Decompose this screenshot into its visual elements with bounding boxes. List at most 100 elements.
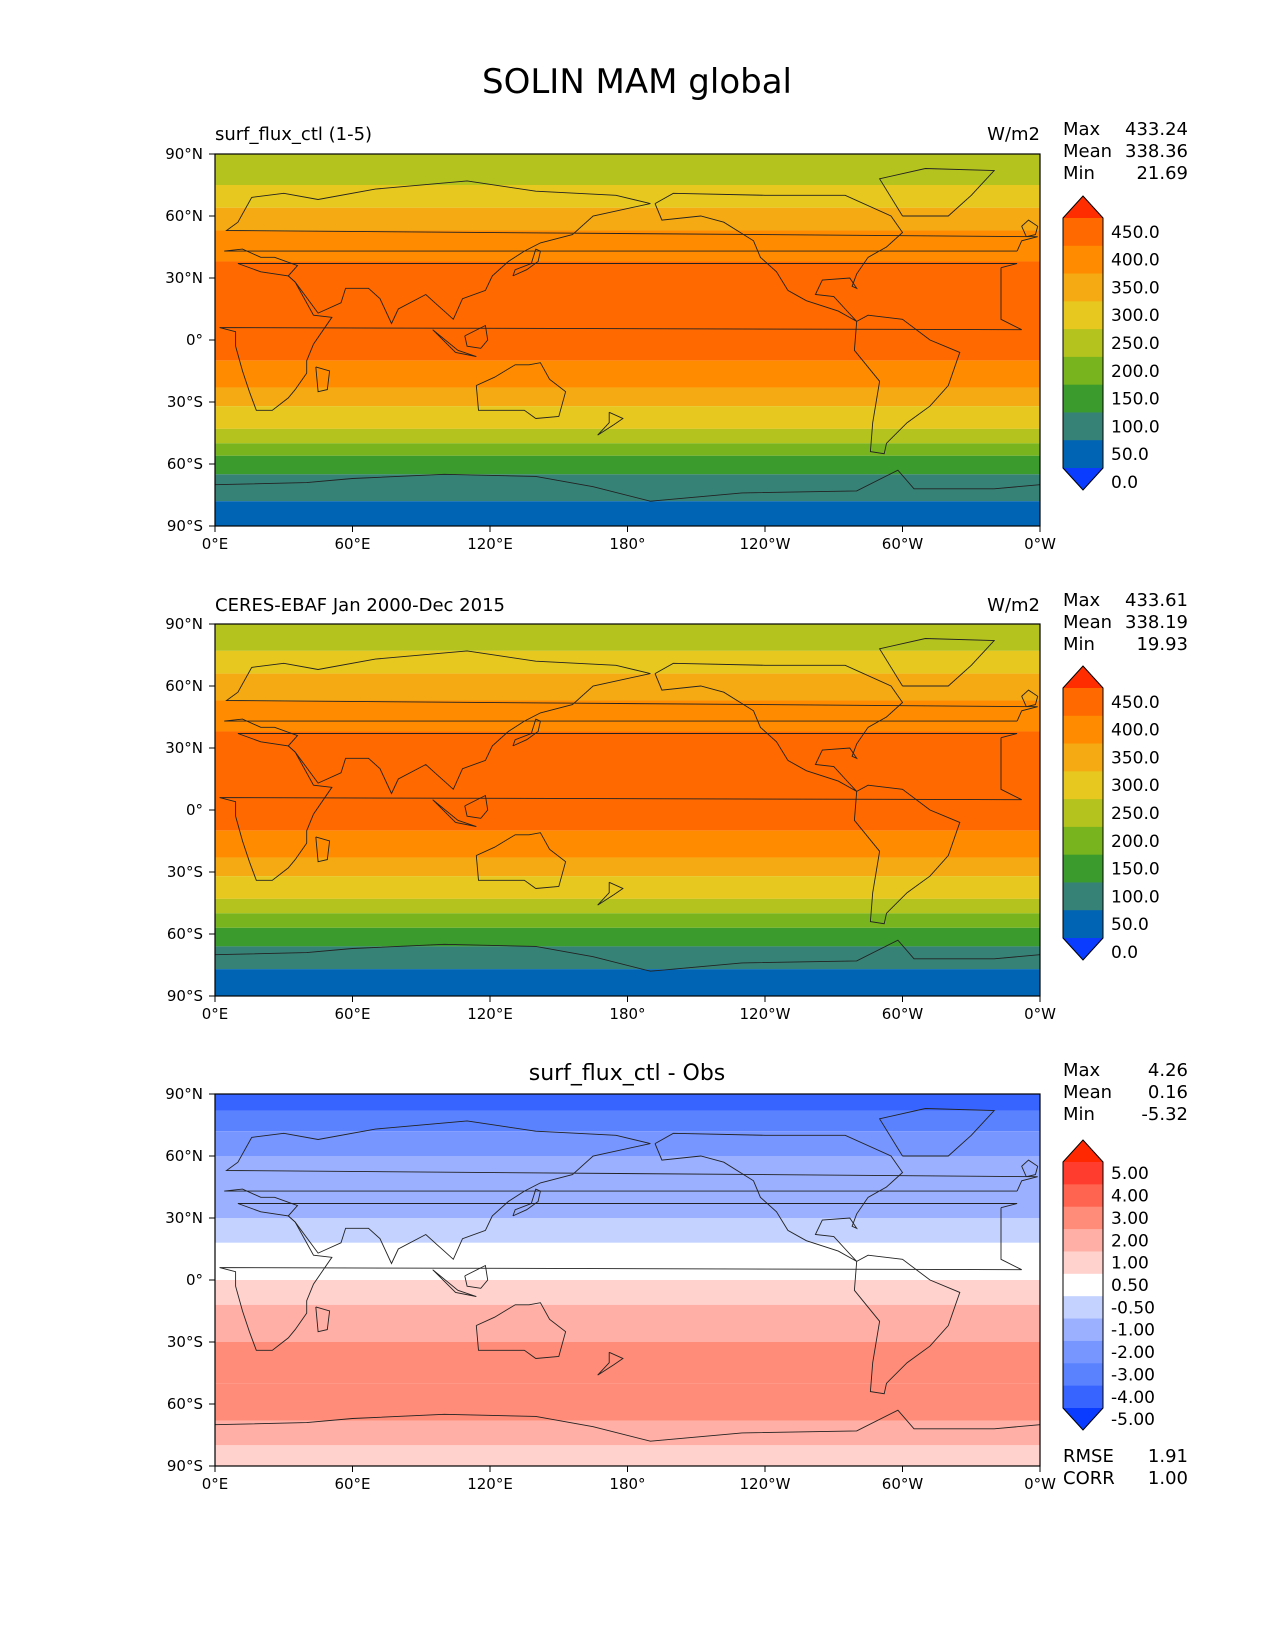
colorbar-outline (1062, 1139, 1104, 1431)
panel-title-left: CERES-EBAF Jan 2000-Dec 2015 (215, 595, 505, 616)
colorbar-segment (1063, 1340, 1103, 1364)
coastline (224, 180, 1038, 325)
colorbar-segment (1063, 1385, 1103, 1409)
y-tick-label: 60°N (165, 1147, 203, 1165)
colorbar-tick-label: 450.0 (1111, 693, 1160, 713)
heatmap-band (215, 624, 1040, 651)
x-tick-label: 0°E (202, 535, 229, 553)
heatmap-band (215, 1187, 1040, 1218)
colorbar-tick-label: 250.0 (1111, 334, 1160, 354)
colorbar-segment (1063, 1162, 1103, 1185)
heatmap-band (215, 443, 1040, 456)
stat-min-value: -5.32 (1141, 1104, 1188, 1125)
coastline (464, 1264, 489, 1289)
colorbar-outline (1062, 195, 1104, 491)
coastline (475, 832, 567, 889)
heatmap-band (215, 1383, 1040, 1421)
stat-mean-label: Mean (1063, 1082, 1112, 1103)
heatmap-band (215, 474, 1040, 502)
coastline (512, 1188, 541, 1217)
y-tick-label: 30°S (167, 863, 203, 881)
heatmap-band (215, 154, 1040, 185)
heatmap-band (215, 501, 1040, 526)
heatmap-band (215, 1131, 1040, 1156)
heatmap-bands (215, 1094, 1040, 1466)
x-tick-label: 0°W (1024, 1475, 1056, 1493)
x-tick-label: 0°W (1024, 535, 1056, 553)
y-tick-label: 30°S (167, 1333, 203, 1351)
heatmap-band (215, 857, 1040, 877)
x-tick-label: 60°W (882, 535, 924, 553)
colorbar: 5.004.003.002.001.000.50-0.50-1.00-2.00-… (1062, 1139, 1155, 1431)
stat-mean-value: 338.19 (1125, 612, 1188, 633)
colorbar-tick-label: 150.0 (1111, 390, 1160, 410)
panel-model: surf_flux_ctl (1-5) W/m2 Max 433.24 Mean… (165, 119, 1188, 553)
axis-ticks: 0°E 60°E 120°E 180° 120°W 60°W 0°W 90°N 60°N 30°N… (165, 145, 1056, 553)
colorbar-tick-label: 2.00 (1111, 1231, 1149, 1251)
coastline (878, 168, 996, 217)
heatmap-band (215, 261, 1040, 361)
coastline (1021, 1159, 1039, 1178)
heatmap-band (215, 406, 1040, 429)
heatmap-band (215, 428, 1040, 444)
colorbar-extend-top (1063, 1140, 1103, 1162)
heatmap-band (215, 1304, 1040, 1342)
stat-max-label: Max (1063, 590, 1101, 611)
panel-title-left: surf_flux_ctl (1-5) (215, 124, 372, 145)
coastline (1021, 219, 1039, 238)
coastline (853, 314, 961, 455)
colorbar-segment (1063, 1184, 1103, 1208)
y-tick-label: 60°S (167, 1395, 203, 1413)
colorbar-tick-label: 200.0 (1111, 832, 1160, 852)
stat-max-label: Max (1063, 119, 1101, 140)
heatmap-band (215, 360, 1040, 388)
colorbar-segment (1063, 1318, 1103, 1342)
coastline (878, 638, 996, 687)
panel-observations: CERES-EBAF Jan 2000-Dec 2015 W/m2 Max 43… (165, 590, 1188, 1023)
x-tick-label: 120°E (467, 1005, 513, 1023)
colorbar-tick-label: 50.0 (1111, 445, 1149, 465)
coastline (475, 1302, 567, 1359)
colorbar-segment (1063, 273, 1103, 302)
colorbar-tick-label: 5.00 (1111, 1164, 1149, 1184)
colorbar: 450.0 400.0 350.0 300.0 250.0 200.0 150.0 100.0… (1062, 195, 1160, 493)
coastline (219, 263, 1022, 411)
colorbar-segment (1063, 1251, 1103, 1275)
heatmap-band (215, 927, 1040, 947)
coastline (214, 469, 1041, 502)
colorbar-tick-label: 350.0 (1111, 748, 1160, 768)
x-tick-label: 180° (609, 1475, 645, 1493)
colorbar-extend-bottom (1063, 938, 1103, 960)
heatmap-band (215, 207, 1040, 231)
colorbar-tick-label: -5.00 (1111, 1410, 1155, 1430)
coastline (597, 411, 624, 436)
colorbar-segment (1063, 715, 1103, 745)
heatmap-band (215, 969, 1040, 996)
colorbar-segment (1063, 301, 1103, 330)
colorbar-tick-label: 300.0 (1111, 306, 1160, 326)
heatmap-band (215, 876, 1040, 899)
colorbar-segment (1063, 1206, 1103, 1230)
colorbar-tick-label: 0.0 (1111, 943, 1138, 963)
x-tick-label: 120°E (467, 1475, 513, 1493)
stat-min-label: Min (1063, 1104, 1095, 1125)
heatmap-band (215, 700, 1040, 732)
y-tick-label: 90°N (165, 145, 203, 163)
colorbar-segment (1063, 218, 1103, 247)
colorbar-segment (1063, 688, 1103, 717)
colorbar-tick-label: 400.0 (1111, 251, 1160, 271)
stat-mean-value: 0.16 (1148, 1082, 1188, 1103)
stat-mean-value: 338.36 (1125, 141, 1188, 162)
coastline (224, 1120, 1038, 1265)
colorbar-segment (1063, 1296, 1103, 1320)
x-tick-label: 60°W (882, 1005, 924, 1023)
colorbar-extend-bottom (1063, 1408, 1103, 1430)
x-tick-label: 60°E (334, 535, 370, 553)
coastline (1021, 689, 1039, 708)
colorbar-segment (1063, 245, 1103, 275)
heatmap-band (215, 387, 1040, 407)
colorbar-tick-label: 50.0 (1111, 915, 1149, 935)
coastline (432, 799, 477, 827)
coastline (464, 794, 489, 819)
x-tick-label: 0°E (202, 1475, 229, 1493)
